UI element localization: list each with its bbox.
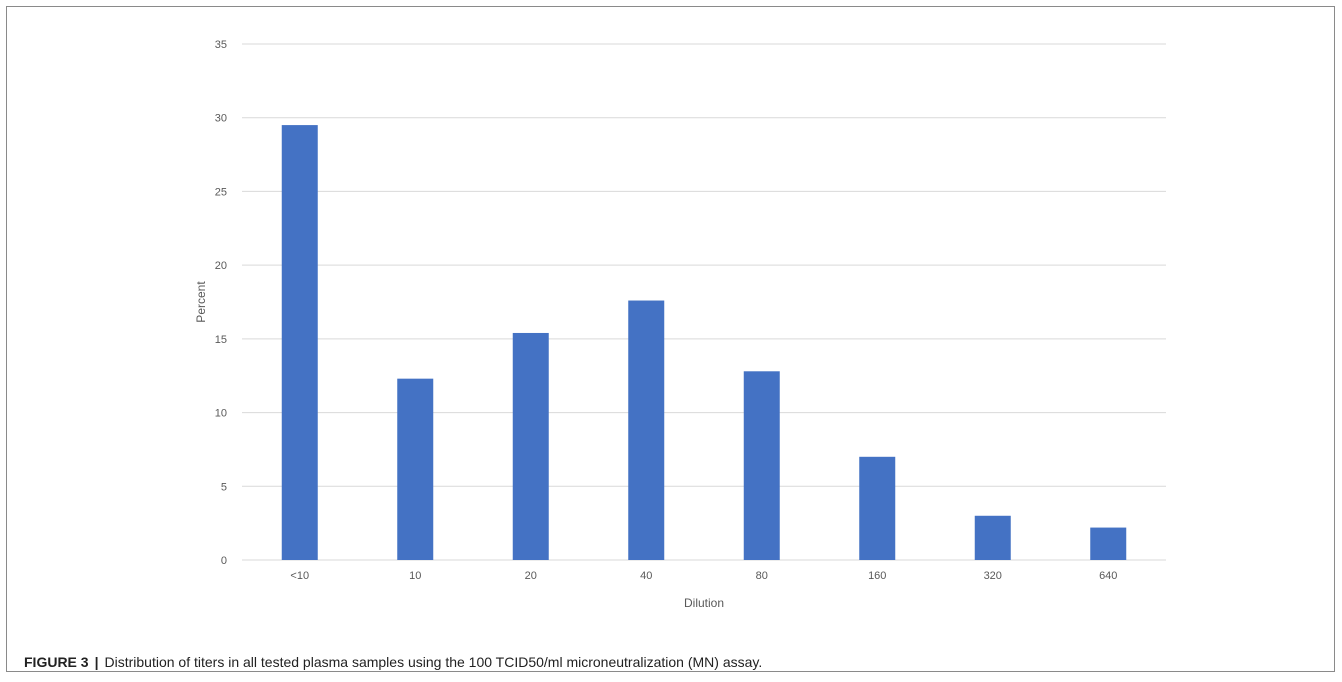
bar	[859, 456, 896, 560]
bar	[628, 300, 665, 560]
bar-chart: 0 5 10 15 20 25 30 35 <10 10 20 40 80 160 320 640 Dilu…	[194, 39, 1166, 610]
y-tick-label: 30	[215, 113, 227, 125]
y-tick-label: 25	[215, 186, 227, 198]
y-axis-ticks: 0 5 10 15 20 25 30 35	[215, 39, 227, 567]
caption-separator: |	[94, 654, 99, 670]
y-tick-label: 15	[215, 334, 227, 346]
caption-text: Distribution of titers in all tested pla…	[104, 654, 763, 670]
gridlines	[242, 43, 1166, 561]
x-axis-title: Dilution	[684, 596, 724, 610]
x-tick-label: 10	[409, 570, 421, 582]
caption-label: FIGURE 3	[24, 654, 89, 670]
bar	[512, 332, 549, 560]
bars	[281, 125, 1127, 560]
bar	[974, 515, 1011, 560]
figure-caption: FIGURE 3 | Distribution of titers in all t…	[24, 654, 762, 670]
y-tick-label: 35	[215, 39, 227, 51]
x-tick-label: 320	[984, 570, 1002, 582]
x-tick-label: 160	[868, 570, 886, 582]
x-tick-label: 80	[756, 570, 768, 582]
y-tick-label: 5	[221, 481, 227, 493]
bar	[743, 371, 780, 560]
y-tick-label: 0	[221, 555, 227, 567]
x-tick-label: 640	[1099, 570, 1117, 582]
bar	[281, 125, 318, 560]
bar	[1090, 527, 1127, 560]
y-tick-label: 20	[215, 260, 227, 272]
x-axis-ticks: <10 10 20 40 80 160 320 640	[290, 570, 1117, 582]
y-tick-label: 10	[215, 408, 227, 420]
x-tick-label: 20	[525, 570, 537, 582]
y-axis-title: Percent	[194, 281, 208, 323]
bar	[397, 378, 434, 560]
x-tick-label: 40	[640, 570, 652, 582]
x-tick-label: <10	[290, 570, 309, 582]
